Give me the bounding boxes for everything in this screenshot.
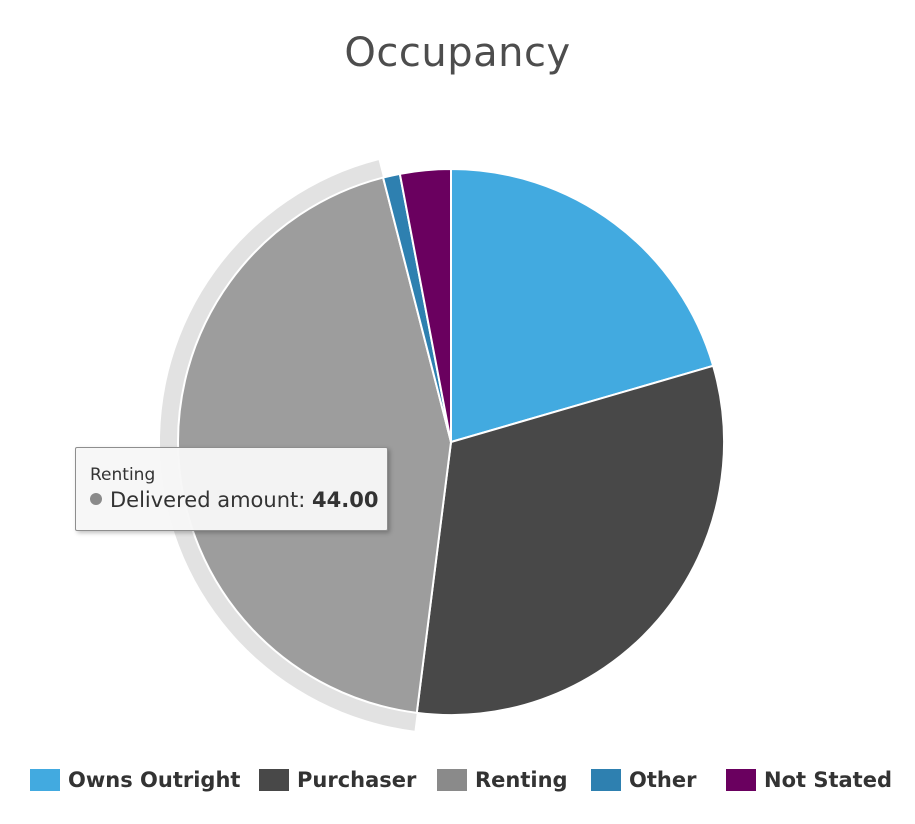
pie-slice-not-stated[interactable] xyxy=(398,168,452,443)
legend-item-other[interactable]: Other xyxy=(591,762,696,798)
legend-item-not-stated[interactable]: Not Stated xyxy=(726,762,892,798)
legend: Owns Outright Purchaser Renting Other Not St… xyxy=(0,762,915,798)
tooltip-value: 44.00 xyxy=(312,488,379,512)
pie-slice-owns-outright[interactable] xyxy=(450,168,715,443)
legend-label: Not Stated xyxy=(764,768,892,792)
tooltip-label: Delivered amount: xyxy=(110,488,306,512)
legend-item-renting[interactable]: Renting xyxy=(437,762,568,798)
legend-label: Renting xyxy=(475,768,568,792)
tooltip-dot-icon xyxy=(90,493,102,505)
legend-label: Purchaser xyxy=(297,768,417,792)
tooltip-title: Renting xyxy=(90,465,156,485)
legend-swatch xyxy=(726,769,756,791)
tooltip-line: Delivered amount: 44.00 xyxy=(90,488,378,512)
pie-slice-purchaser[interactable] xyxy=(415,364,725,716)
chart-title: Occupancy xyxy=(344,30,571,76)
legend-label: Other xyxy=(629,768,697,792)
legend-label: Owns Outright xyxy=(68,768,241,792)
tooltip: Renting Delivered amount: 44.00 xyxy=(75,447,388,531)
legend-item-purchaser[interactable]: Purchaser xyxy=(259,762,416,798)
legend-swatch xyxy=(591,769,621,791)
legend-item-owns-outright[interactable]: Owns Outright xyxy=(30,762,240,798)
legend-swatch xyxy=(30,769,60,791)
legend-swatch xyxy=(259,769,289,791)
legend-swatch xyxy=(437,769,467,791)
